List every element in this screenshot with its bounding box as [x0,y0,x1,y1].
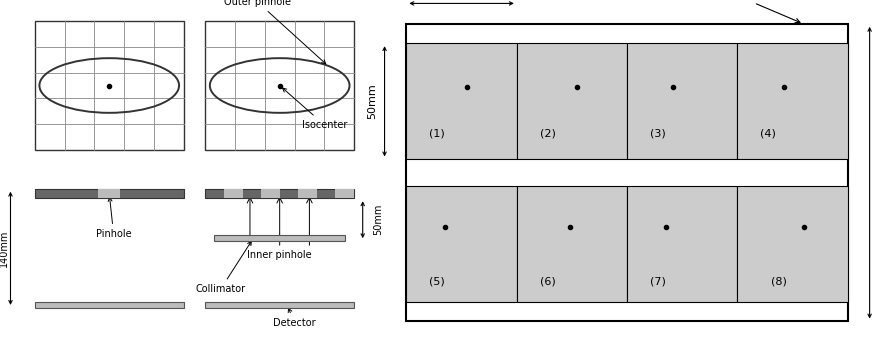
Text: 140mm: 140mm [0,229,9,267]
Bar [406,43,517,159]
Text: Detector: Detector [274,308,316,328]
Text: (4): (4) [760,129,776,139]
Bar [205,21,354,150]
Text: (7): (7) [650,276,666,286]
Text: 50mm: 50mm [368,83,378,119]
Bar [98,189,121,198]
Bar [406,186,517,302]
Text: 50mm: 50mm [373,204,383,235]
Bar [517,186,628,302]
Text: (2): (2) [540,129,556,139]
Text: (1): (1) [429,129,445,139]
Bar [224,189,242,198]
Bar [298,189,316,198]
Bar [261,189,280,198]
Bar [214,235,345,241]
Bar [35,21,184,150]
Bar [628,186,738,302]
Bar [205,189,354,198]
Bar [35,189,184,198]
Text: 2mm pinhole: 2mm pinhole [699,0,800,23]
Bar [628,43,738,159]
Text: Collimator: Collimator [196,241,252,294]
Text: Outer pinhole: Outer pinhole [224,0,326,64]
Text: (6): (6) [540,276,556,286]
Text: Pinhole: Pinhole [96,197,131,239]
Text: (3): (3) [650,129,666,139]
Bar [517,43,628,159]
Bar [336,189,354,198]
Bar [738,43,848,159]
Bar [738,186,848,302]
Bar [406,24,848,321]
Text: Isocenter: Isocenter [282,88,347,130]
Text: Inner pinhole: Inner pinhole [247,250,312,260]
Bar [35,302,184,308]
Text: (8): (8) [772,276,787,286]
Bar [205,302,354,308]
Text: (5): (5) [429,276,445,286]
